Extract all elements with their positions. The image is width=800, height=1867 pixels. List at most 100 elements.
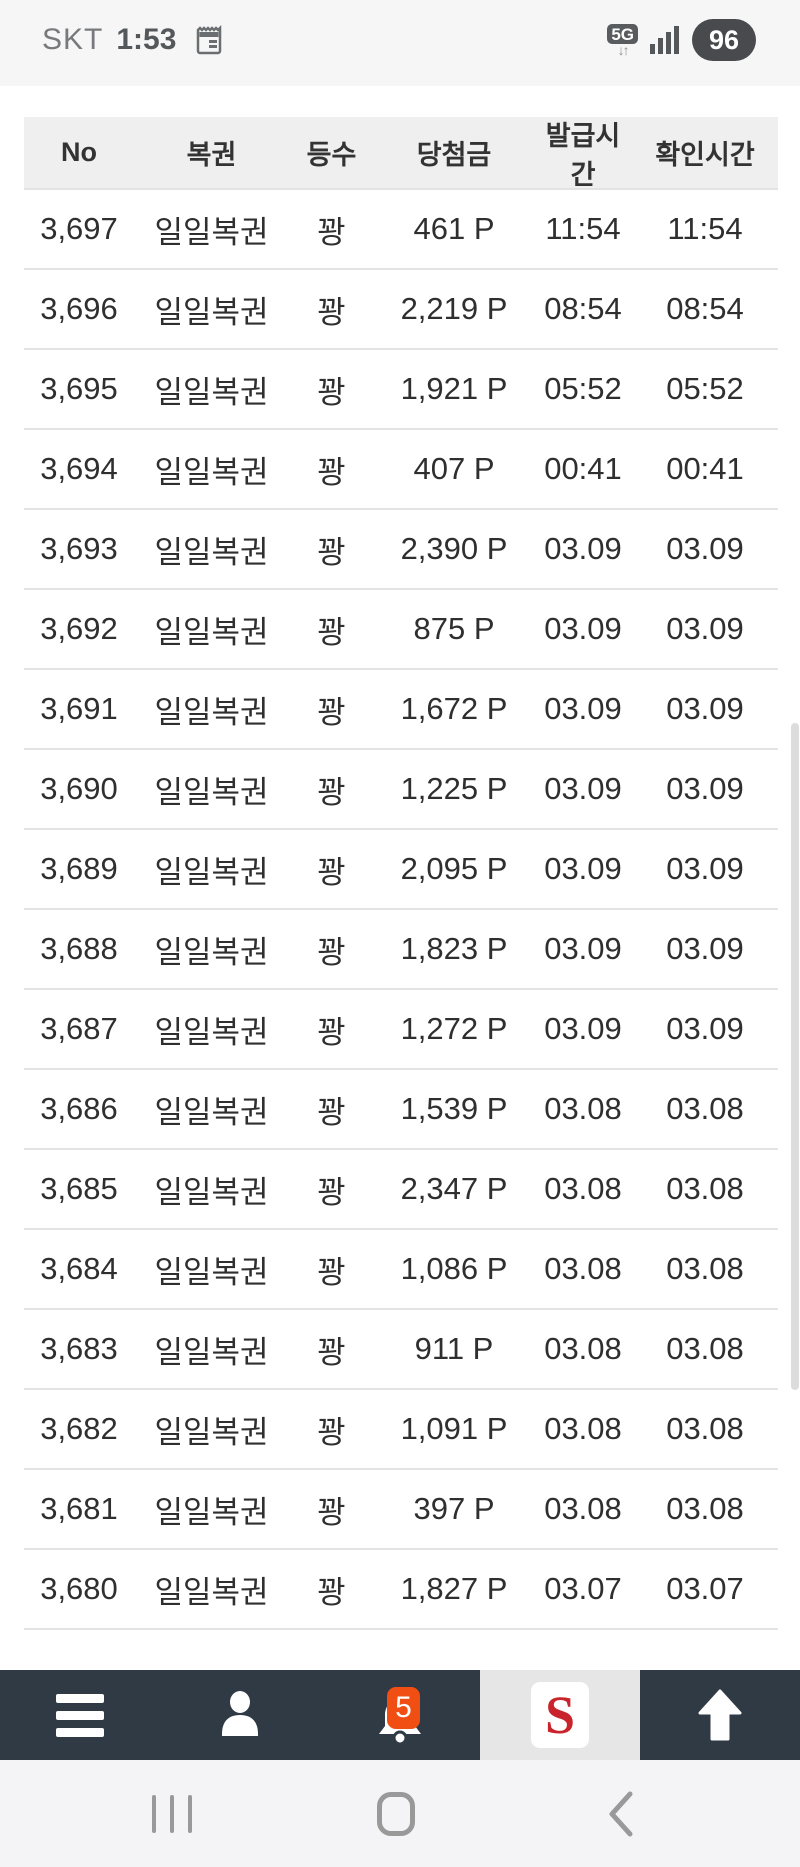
cell-confirmed-time: 03.08 [666, 1091, 744, 1126]
carrier-label: SKT [42, 23, 104, 56]
table-row: 3,696 일일복권 꽝 2,219 P 08:54 08:54 [24, 270, 778, 350]
cell-no: 3,693 [40, 531, 118, 566]
cell-rank: 꽝 [317, 1014, 346, 1050]
cell-prize: 2,347 P [400, 1171, 508, 1206]
cell-confirmed-time: 03.08 [666, 1171, 744, 1206]
app-logo-letter: S [544, 1685, 576, 1745]
cell-lottery: 일일복권 [154, 1574, 269, 1610]
cell-issued-time: 03.08 [544, 1251, 622, 1286]
cell-lottery: 일일복권 [154, 1014, 269, 1050]
table-row: 3,684 일일복권 꽝 1,086 P 03.08 03.08 [24, 1230, 778, 1310]
cell-rank: 꽝 [317, 1494, 346, 1530]
cell-prize: 461 P [413, 211, 495, 246]
cell-lottery: 일일복권 [154, 614, 269, 650]
cell-confirmed-time: 03.09 [666, 931, 744, 966]
cell-rank: 꽝 [317, 1334, 346, 1370]
bottom-nav: 5 S [0, 1670, 800, 1760]
header-confirmed-time: 확인시간 [655, 140, 755, 170]
header-issued-time: 발급시간 [545, 120, 621, 190]
person-icon [222, 1691, 258, 1736]
table-body[interactable]: 3,697 일일복권 꽝 461 P 11:54 11:54 3,696 일일복… [24, 188, 778, 1630]
nav-profile-button[interactable] [160, 1670, 320, 1760]
table-row: 3,682 일일복권 꽝 1,091 P 03.08 03.08 [24, 1390, 778, 1470]
cell-no: 3,686 [40, 1091, 118, 1126]
cell-lottery: 일일복권 [154, 774, 269, 810]
cell-lottery: 일일복권 [154, 374, 269, 410]
arrow-up-icon [698, 1689, 742, 1741]
cell-confirmed-time: 03.07 [666, 1571, 744, 1606]
cell-rank: 꽝 [317, 1254, 346, 1290]
cell-confirmed-time: 08:54 [666, 291, 744, 326]
cell-confirmed-time: 03.09 [666, 771, 744, 806]
5g-badge: 5G [607, 23, 638, 44]
nav-notifications-button[interactable]: 5 [320, 1670, 480, 1760]
cell-prize: 1,823 P [400, 931, 508, 966]
calendar-notification-icon [197, 24, 222, 55]
cell-lottery: 일일복권 [154, 1494, 269, 1530]
cell-issued-time: 03.07 [544, 1571, 622, 1606]
cell-rank: 꽝 [317, 774, 346, 810]
cell-confirmed-time: 11:54 [667, 211, 743, 246]
network-5g-icon: 5G ↓↑ [607, 23, 638, 58]
cell-prize: 1,672 P [400, 691, 508, 726]
cell-confirmed-time: 03.08 [666, 1331, 744, 1366]
recents-button[interactable] [152, 1794, 192, 1833]
cell-lottery: 일일복권 [154, 294, 269, 330]
cell-prize: 1,827 P [400, 1571, 508, 1606]
cell-rank: 꽝 [317, 1174, 346, 1210]
nav-menu-button[interactable] [0, 1670, 160, 1760]
cell-issued-time: 03.08 [544, 1411, 622, 1446]
table-row: 3,693 일일복권 꽝 2,390 P 03.09 03.09 [24, 510, 778, 590]
cell-rank: 꽝 [317, 1574, 346, 1610]
cell-prize: 1,091 P [400, 1411, 508, 1446]
cell-lottery: 일일복권 [154, 854, 269, 890]
android-nav-bar [0, 1760, 800, 1867]
scrollbar-thumb[interactable] [791, 723, 799, 1390]
table-row: 3,683 일일복권 꽝 911 P 03.08 03.08 [24, 1310, 778, 1390]
header-lottery: 복권 [186, 140, 237, 170]
cell-confirmed-time: 03.09 [666, 611, 744, 646]
cell-rank: 꽝 [317, 534, 346, 570]
cell-prize: 2,095 P [400, 851, 508, 886]
cell-prize: 407 P [413, 451, 495, 486]
signal-strength-icon [650, 26, 679, 54]
cell-issued-time: 11:54 [545, 211, 621, 246]
cell-lottery: 일일복권 [154, 1414, 269, 1450]
cell-rank: 꽝 [317, 614, 346, 650]
cell-no: 3,681 [40, 1491, 118, 1526]
table-row: 3,687 일일복권 꽝 1,272 P 03.09 03.09 [24, 990, 778, 1070]
status-bar-left: SKT 1:53 [42, 23, 223, 57]
cell-issued-time: 03.08 [544, 1491, 622, 1526]
cell-issued-time: 03.09 [544, 691, 622, 726]
header-rank: 등수 [306, 140, 357, 170]
back-button[interactable] [608, 1791, 634, 1837]
table-row: 3,694 일일복권 꽝 407 P 00:41 00:41 [24, 430, 778, 510]
cell-prize: 1,272 P [400, 1011, 508, 1046]
nav-home-button[interactable]: S [480, 1670, 640, 1760]
home-button[interactable] [377, 1791, 415, 1836]
data-arrows-icon: ↓↑ [617, 41, 630, 58]
cell-lottery: 일일복권 [154, 1094, 269, 1130]
cell-prize: 397 P [413, 1491, 495, 1526]
cell-issued-time: 03.09 [544, 851, 622, 886]
table-row: 3,697 일일복권 꽝 461 P 11:54 11:54 [24, 190, 778, 270]
table-row: 3,692 일일복권 꽝 875 P 03.09 03.09 [24, 590, 778, 670]
cell-confirmed-time: 03.08 [666, 1251, 744, 1286]
nav-scroll-top-button[interactable] [640, 1670, 800, 1760]
cell-no: 3,685 [40, 1171, 118, 1206]
table-row: 3,688 일일복권 꽝 1,823 P 03.09 03.09 [24, 910, 778, 990]
cell-no: 3,694 [40, 451, 118, 486]
cell-prize: 1,539 P [400, 1091, 508, 1126]
cell-no: 3,690 [40, 771, 118, 806]
cell-rank: 꽝 [317, 854, 346, 890]
cell-lottery: 일일복권 [154, 1254, 269, 1290]
hamburger-icon [56, 1693, 104, 1737]
cell-rank: 꽝 [317, 374, 346, 410]
cell-rank: 꽝 [317, 214, 346, 250]
status-bar: SKT 1:53 5G ↓↑ 96 [0, 0, 800, 86]
cell-lottery: 일일복권 [154, 1334, 269, 1370]
cell-lottery: 일일복권 [154, 454, 269, 490]
cell-issued-time: 03.09 [544, 611, 622, 646]
cell-lottery: 일일복권 [154, 694, 269, 730]
cell-confirmed-time: 00:41 [666, 451, 744, 486]
